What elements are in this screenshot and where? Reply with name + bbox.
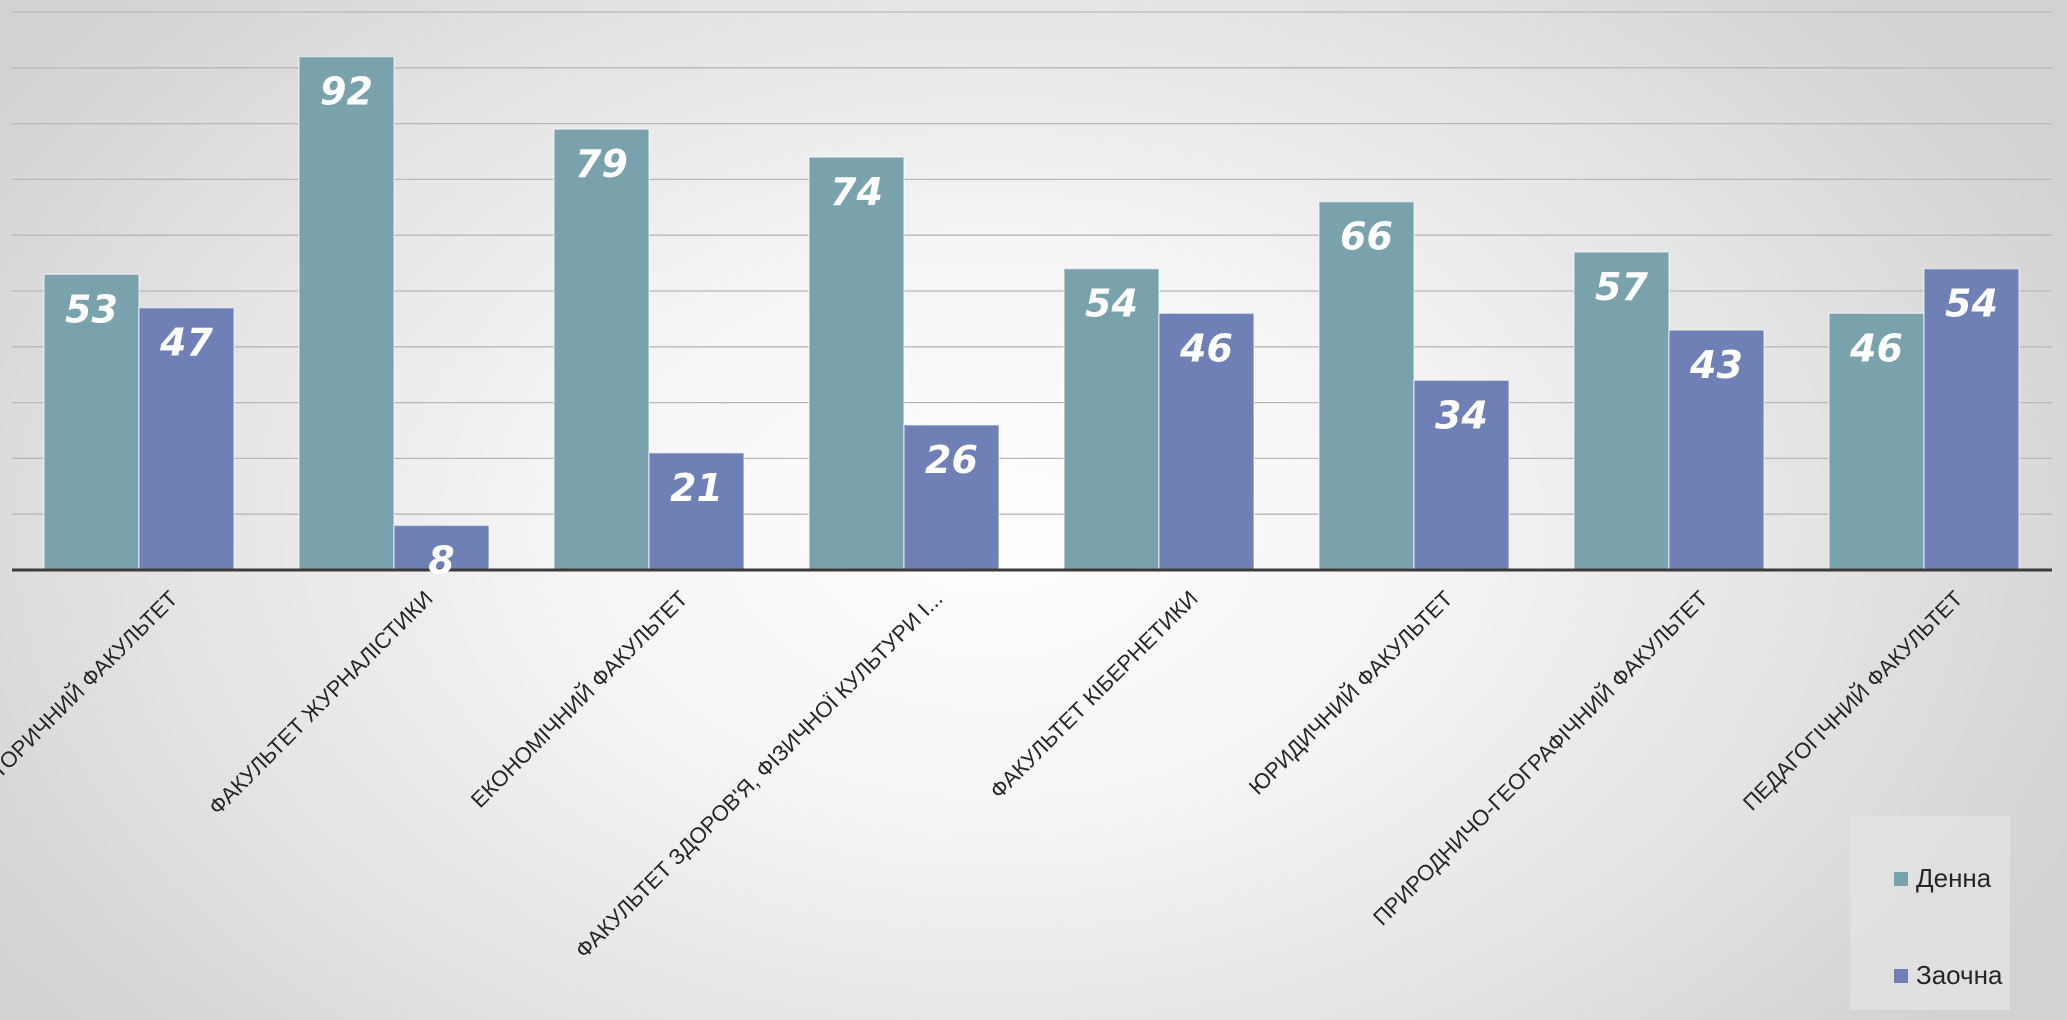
bar-zaochna <box>1668 329 1765 571</box>
data-label: 21 <box>670 466 723 510</box>
data-label: 8 <box>428 538 454 582</box>
data-label: 47 <box>159 321 213 365</box>
bar-zaochna <box>903 424 1000 571</box>
data-label: 26 <box>925 438 978 482</box>
data-label: 54 <box>1085 282 1138 326</box>
x-tick-label: ФАКУЛЬТЕТ КІБЕРНЕТИКИ <box>985 586 1203 804</box>
legend-item-zaochna: Заочна <box>1894 960 2002 991</box>
data-label: 92 <box>320 70 373 114</box>
bar-zaochna <box>138 306 235 571</box>
legend-item-denna: Денна <box>1894 863 1991 894</box>
x-tick-label: ІСТОРИЧНИЙ ФАКУЛЬТЕТ <box>0 586 183 798</box>
bar-denna <box>1828 312 1925 571</box>
bar-denna <box>553 128 650 571</box>
bar-denna <box>808 156 905 571</box>
x-tick-label: ФАКУЛЬТЕТ ЖУРНАЛІСТИКИ <box>204 586 438 820</box>
x-tick-label: ЕКОНОМІЧНИЙ ФАКУЛЬТЕТ <box>466 586 693 813</box>
data-label: 34 <box>1435 393 1488 437</box>
bar-zaochna <box>1413 379 1510 571</box>
legend: Денна Заочна <box>1850 816 2010 1010</box>
bar-zaochna <box>1923 267 2020 571</box>
bar-zaochna <box>1158 312 1255 571</box>
data-label: 53 <box>65 287 118 331</box>
data-label: 66 <box>1340 215 1393 259</box>
legend-swatch-denna <box>1894 871 1908 886</box>
data-label: 57 <box>1595 265 1648 309</box>
x-tick-label: ПЕДАГОГІЧНИЙ ФАКУЛЬТЕТ <box>1738 586 1968 816</box>
bar-denna <box>1063 267 1160 571</box>
legend-swatch-zaochna <box>1894 968 1908 983</box>
data-label: 79 <box>575 142 628 186</box>
bars <box>43 55 2020 571</box>
bar-denna <box>298 55 395 571</box>
x-tick-label: ЮРИДИЧНИЙ ФАКУЛЬТЕТ <box>1244 586 1458 800</box>
data-label: 43 <box>1689 343 1743 387</box>
category-tick-labels: ІСТОРИЧНИЙ ФАКУЛЬТЕТ ФАКУЛЬТЕТ ЖУРНАЛІСТИ… <box>0 586 1968 963</box>
data-label: 74 <box>830 170 883 214</box>
data-label: 46 <box>1179 326 1233 370</box>
data-labels: 53 47 92 8 79 21 74 26 54 46 66 34 57 43 46 54 <box>65 70 1998 583</box>
bar-zaochna <box>648 452 745 571</box>
bar-denna <box>1318 200 1415 571</box>
legend-label-zaochna: Заочна <box>1916 960 2003 990</box>
data-label: 54 <box>1945 282 1998 326</box>
data-label: 46 <box>1849 326 1903 370</box>
bar-denna <box>1573 251 1670 571</box>
legend-label-denna: Денна <box>1916 863 1992 893</box>
